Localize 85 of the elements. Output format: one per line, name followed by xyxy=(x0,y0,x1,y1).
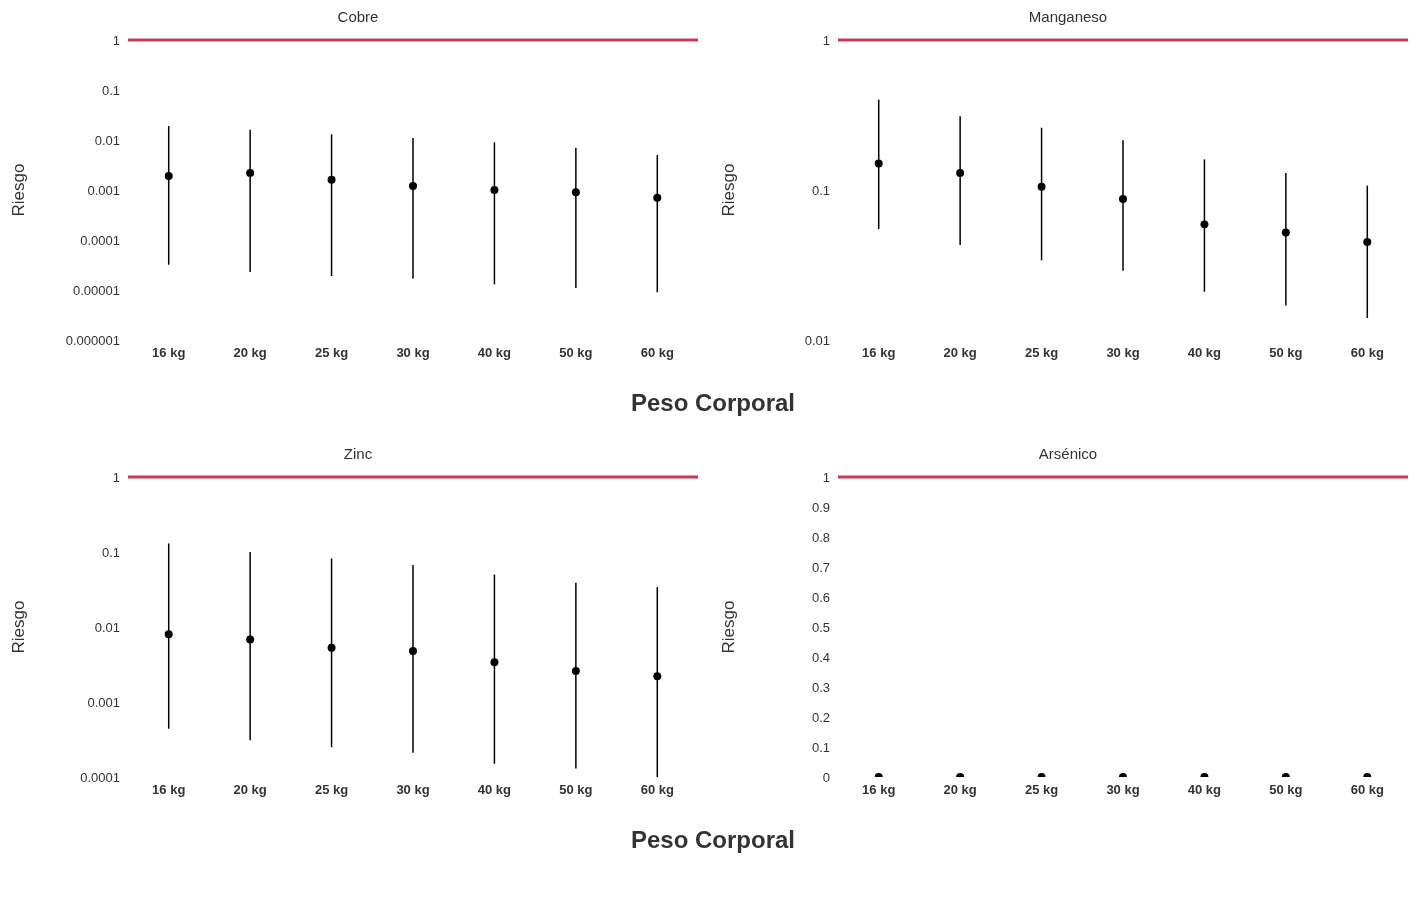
chart-title: Manganeso xyxy=(1027,8,1109,27)
point xyxy=(653,672,662,681)
y-tick-label: 0.5 xyxy=(811,619,830,635)
y-tick-label: 0.0001 xyxy=(80,769,120,785)
point xyxy=(327,643,336,652)
chart-title: Arsénico xyxy=(1037,445,1099,464)
y-tick-label: 0.7 xyxy=(811,559,830,575)
y-tick-label: 0.9 xyxy=(811,499,830,515)
chart-title: Cobre xyxy=(336,8,380,27)
point xyxy=(490,658,499,667)
x-tick-label: 30 kg xyxy=(396,782,430,798)
point xyxy=(490,186,499,194)
y-tick-label: 0.8 xyxy=(811,529,830,545)
y-tick-label: 1 xyxy=(822,469,830,485)
y-tick-label: 0.000001 xyxy=(65,332,120,348)
point xyxy=(409,646,417,655)
x-tick-label: 25 kg xyxy=(314,782,349,798)
x-tick-label: 30 kg xyxy=(1106,782,1140,798)
point xyxy=(1119,195,1127,204)
y-tick-label: 1 xyxy=(822,32,830,48)
point xyxy=(164,172,173,181)
point xyxy=(1363,238,1372,246)
y-axis-title: Riesgo xyxy=(9,600,29,654)
x-tick-label: 30 kg xyxy=(396,345,430,361)
x-tick-label: 60 kg xyxy=(640,345,674,361)
y-tick-label: 1 xyxy=(112,32,120,48)
x-tick-label: 50 kg xyxy=(1269,782,1303,798)
point xyxy=(571,666,580,675)
x-tick-label: 60 kg xyxy=(1350,345,1384,361)
x-tick-label: 60 kg xyxy=(1350,782,1384,798)
y-tick-label: 0.6 xyxy=(811,589,830,605)
point xyxy=(1281,228,1290,237)
x-tick-label: 25 kg xyxy=(1024,782,1059,798)
y-tick-label: 0.1 xyxy=(811,739,830,755)
y-tick-label: 1 xyxy=(112,469,120,485)
x-tick-label: 40 kg xyxy=(477,345,512,361)
y-tick-label: 0.01 xyxy=(804,332,830,348)
point xyxy=(409,182,417,191)
point xyxy=(1037,182,1046,191)
x-axis-title: Peso Corporal xyxy=(629,389,796,417)
point xyxy=(1200,220,1209,229)
y-tick-label: 0.001 xyxy=(87,182,120,198)
y-tick-label: 0.01 xyxy=(94,619,120,635)
point xyxy=(571,188,580,197)
point xyxy=(246,168,255,177)
y-tick-label: 0.1 xyxy=(101,544,120,560)
chart-title: Zinc xyxy=(342,445,374,464)
y-tick-label: 0.4 xyxy=(811,649,830,665)
x-tick-label: 40 kg xyxy=(1187,782,1222,798)
y-tick-label: 0.01 xyxy=(94,132,120,148)
point xyxy=(956,168,965,177)
x-tick-label: 16 kg xyxy=(862,345,896,361)
point xyxy=(164,630,173,639)
x-tick-label: 25 kg xyxy=(314,345,349,361)
x-tick-label: 20 kg xyxy=(943,345,977,361)
y-tick-label: 0.0001 xyxy=(80,232,120,248)
y-tick-label: 0.3 xyxy=(811,679,830,695)
x-tick-label: 16 kg xyxy=(862,782,896,798)
x-tick-label: 60 kg xyxy=(640,782,674,798)
x-tick-label: 50 kg xyxy=(559,345,593,361)
x-tick-label: 25 kg xyxy=(1024,345,1059,361)
x-tick-label: 20 kg xyxy=(233,782,267,798)
x-tick-label: 16 kg xyxy=(152,345,186,361)
point xyxy=(874,159,883,168)
x-tick-label: 40 kg xyxy=(477,782,512,798)
y-axis-title: Riesgo xyxy=(9,163,29,217)
y-axis-title: Riesgo xyxy=(719,163,739,217)
y-tick-label: 0.00001 xyxy=(73,282,120,298)
x-tick-label: 50 kg xyxy=(1269,345,1303,361)
y-tick-label: 0.1 xyxy=(811,182,830,198)
x-tick-label: 40 kg xyxy=(1187,345,1222,361)
point xyxy=(653,193,662,202)
x-tick-label: 30 kg xyxy=(1106,345,1140,361)
point xyxy=(246,635,255,644)
y-tick-label: 0.2 xyxy=(811,709,830,725)
y-tick-label: 0 xyxy=(822,769,830,785)
x-tick-label: 16 kg xyxy=(152,782,186,798)
y-tick-label: 0.001 xyxy=(87,694,120,710)
point xyxy=(327,175,336,184)
y-tick-label: 0.1 xyxy=(101,82,120,98)
x-axis-title: Peso Corporal xyxy=(629,826,796,854)
x-tick-label: 20 kg xyxy=(233,345,267,361)
y-axis-title: Riesgo xyxy=(719,600,739,654)
x-tick-label: 50 kg xyxy=(559,782,593,798)
x-tick-label: 20 kg xyxy=(943,782,977,798)
